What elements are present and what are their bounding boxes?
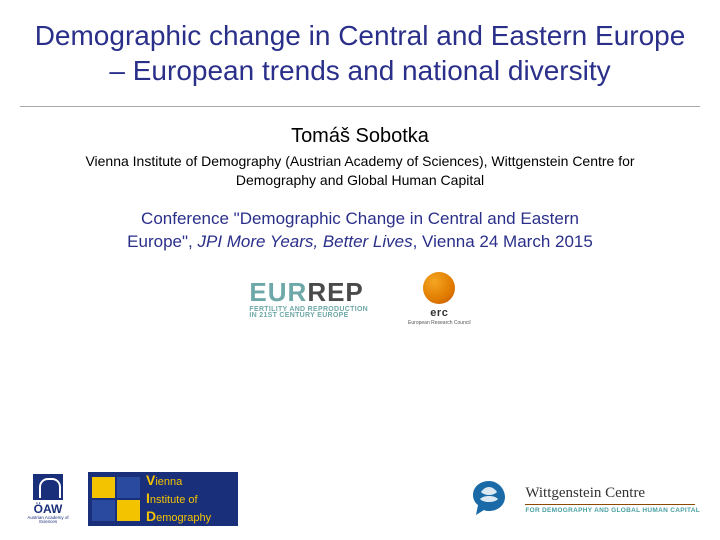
slide-title: Demographic change in Central and Easter… bbox=[30, 18, 690, 88]
erc-logo: erc European Research Council bbox=[408, 272, 471, 326]
vid-l2b: nstitute of bbox=[150, 494, 198, 506]
witt-text-block: Wittgenstein Centre FOR DEMOGRAPHY AND G… bbox=[525, 485, 700, 514]
vid-l3b: emography bbox=[156, 512, 211, 524]
oaw-building-icon bbox=[33, 474, 63, 500]
vid-grid-icon bbox=[92, 477, 140, 521]
erc-text: erc bbox=[408, 307, 471, 319]
witt-head-icon bbox=[463, 477, 515, 521]
witt-sub: FOR DEMOGRAPHY AND GLOBAL HUMAN CAPITAL bbox=[525, 507, 700, 514]
vid-l1b: ienna bbox=[155, 476, 182, 488]
conference-text-a: Conference "Demographic Change in Centra… bbox=[141, 209, 579, 228]
author-affiliation: Vienna Institute of Demography (Austrian… bbox=[40, 152, 680, 190]
eurrep-left: EUR bbox=[249, 277, 307, 307]
witt-rule bbox=[525, 504, 695, 505]
vid-l1a: V bbox=[146, 472, 155, 488]
logos-bottom-right: Wittgenstein Centre FOR DEMOGRAPHY AND G… bbox=[463, 477, 700, 521]
vid-text: Vienna Institute of Demography bbox=[146, 472, 211, 525]
conference-tail: , Vienna 24 March 2015 bbox=[413, 232, 593, 251]
witt-main: Wittgenstein Centre bbox=[525, 485, 700, 502]
logos-bottom-left: ÖAW Austrian Academy of Sciences Vienna … bbox=[20, 472, 238, 526]
logos-mid-row: EURREP FERTILITY AND REPRODUCTION IN 21S… bbox=[0, 272, 720, 326]
vid-logo: Vienna Institute of Demography bbox=[88, 472, 238, 526]
conference-text-b: Europe", bbox=[127, 232, 197, 251]
logos-bottom-row: ÖAW Austrian Academy of Sciences Vienna … bbox=[0, 472, 720, 526]
conference-italic: JPI More Years, Better Lives bbox=[197, 232, 412, 251]
oaw-sub: Austrian Academy of Sciences bbox=[20, 516, 76, 525]
conference-block: Conference "Demographic Change in Centra… bbox=[0, 190, 720, 254]
oaw-text: ÖAW bbox=[20, 502, 76, 516]
vid-l3a: D bbox=[146, 508, 156, 524]
author-name: Tomáš Sobotka bbox=[40, 125, 680, 148]
eurrep-right: REP bbox=[307, 277, 363, 307]
erc-sub: European Research Council bbox=[408, 320, 471, 326]
author-block: Tomáš Sobotka Vienna Institute of Demogr… bbox=[0, 107, 720, 190]
eurrep-logo: EURREP FERTILITY AND REPRODUCTION IN 21S… bbox=[249, 277, 368, 319]
title-block: Demographic change in Central and Easter… bbox=[0, 0, 720, 98]
oaw-logo: ÖAW Austrian Academy of Sciences bbox=[20, 474, 76, 525]
erc-ball-icon bbox=[423, 272, 455, 304]
eurrep-wordmark: EURREP bbox=[249, 277, 368, 308]
